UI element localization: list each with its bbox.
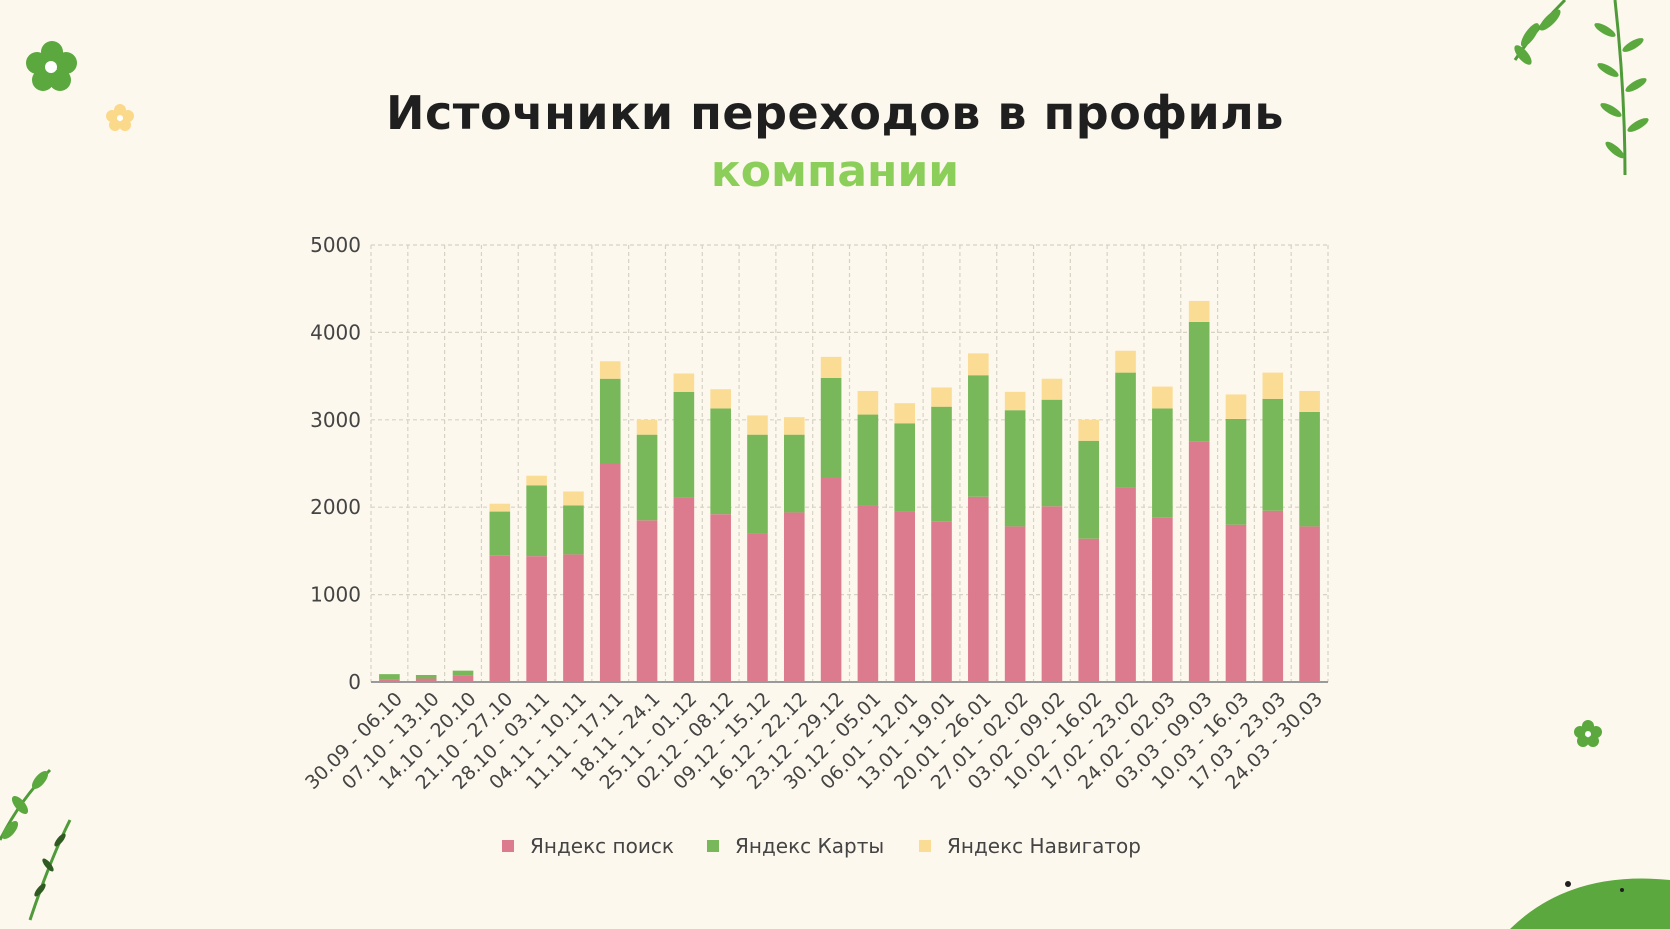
bar-segment <box>452 675 474 682</box>
bar-segment <box>857 505 879 682</box>
bar-segment <box>931 521 952 682</box>
bar-segment <box>1115 487 1136 682</box>
y-tick-label: 0 <box>348 670 361 694</box>
bar-segment <box>526 475 547 486</box>
bar-segment <box>636 419 658 435</box>
bar-segment <box>783 512 805 682</box>
bar-segment <box>489 555 511 682</box>
bar-segment <box>599 378 621 464</box>
bar-segment <box>857 390 879 415</box>
bar-segment <box>1262 398 1284 511</box>
bar-segment <box>968 353 989 376</box>
bar-segment <box>379 674 400 680</box>
bar-segment <box>1262 510 1284 682</box>
y-tick-label: 2000 <box>310 495 361 519</box>
bar-segment <box>563 491 584 506</box>
y-tick-label: 5000 <box>310 233 361 257</box>
bar-segment <box>968 375 989 497</box>
chart-subtitle: компании <box>710 146 960 197</box>
bar-segment <box>1225 524 1247 682</box>
bar-segment <box>1078 419 1100 441</box>
bar-segment <box>1188 321 1210 442</box>
bar-segment <box>1262 372 1284 399</box>
bar-segment <box>894 511 916 682</box>
bar-segment <box>1152 408 1173 518</box>
bar-segment <box>1078 440 1100 539</box>
bar-segment <box>710 408 731 515</box>
legend-label: Яндекс поиск <box>530 834 674 858</box>
bar-segment <box>1225 418 1247 525</box>
bar-segment <box>820 377 842 478</box>
bar-segment <box>489 503 511 512</box>
bar-segment <box>747 415 768 435</box>
bar-segment <box>820 477 842 682</box>
bar-segment <box>1299 411 1320 527</box>
bar-segment <box>1041 506 1063 682</box>
small-green-flower-icon <box>1574 720 1602 747</box>
bar-segment <box>1078 538 1100 682</box>
bar-segment <box>673 373 695 392</box>
bar-segment <box>452 670 474 676</box>
bar-segment <box>599 361 621 379</box>
legend-swatch <box>919 840 931 852</box>
bar-segment <box>783 417 805 435</box>
bar-segment <box>931 406 952 522</box>
bar-segment <box>1004 410 1026 527</box>
bar-segment <box>415 678 437 682</box>
bar-segment <box>563 505 584 555</box>
bar-segment <box>526 556 547 682</box>
bar-segment <box>1041 378 1063 400</box>
bar-segment <box>415 675 437 679</box>
bar-segment <box>1225 394 1247 419</box>
bar-segment <box>1188 441 1210 682</box>
bar-segment <box>1041 399 1063 507</box>
bar-segment <box>599 463 621 682</box>
bar-segment <box>673 391 695 498</box>
bar-segment <box>894 403 916 424</box>
y-tick-label: 1000 <box>310 583 361 607</box>
leaves-icon <box>1513 0 1649 176</box>
bar-segment <box>747 533 768 682</box>
y-tick-label: 4000 <box>310 320 361 344</box>
bar-segment <box>931 387 952 407</box>
bar-segment <box>1152 517 1173 682</box>
bar-segment <box>747 434 768 534</box>
bar-segment <box>1188 300 1210 322</box>
legend-swatch <box>707 840 719 852</box>
bar-segment <box>379 679 400 682</box>
bar-segment <box>563 554 584 682</box>
bar-segment <box>1004 391 1026 411</box>
bar-segment <box>1115 350 1136 373</box>
bar-segment <box>1299 390 1320 412</box>
small-flower-icon <box>106 104 134 131</box>
bar-segment <box>1299 526 1320 682</box>
bar-segment <box>968 496 989 682</box>
flower-icon <box>26 41 77 91</box>
legend-swatch <box>502 840 514 852</box>
bar-segment <box>1115 372 1136 488</box>
bar-segment <box>783 434 805 513</box>
branch-icon <box>0 768 72 921</box>
bar-segment <box>710 389 731 409</box>
bar-segment <box>1004 526 1026 682</box>
bar-segment <box>857 414 879 506</box>
bar-segment <box>1152 386 1173 409</box>
bar-segment <box>489 511 511 556</box>
bar-segment <box>526 485 547 557</box>
legend-label: Яндекс Навигатор <box>947 834 1141 858</box>
bar-segment <box>894 423 916 512</box>
bar-segment <box>636 434 658 521</box>
bar-segment <box>636 520 658 682</box>
legend-label: Яндекс Карты <box>735 834 884 858</box>
chart-title: Источники переходов в профиль <box>386 86 1284 140</box>
bar-segment <box>710 514 731 682</box>
bar-segment <box>820 356 842 378</box>
y-tick-label: 3000 <box>310 408 361 432</box>
hill-icon <box>1510 878 1670 929</box>
bar-segment <box>673 497 695 682</box>
